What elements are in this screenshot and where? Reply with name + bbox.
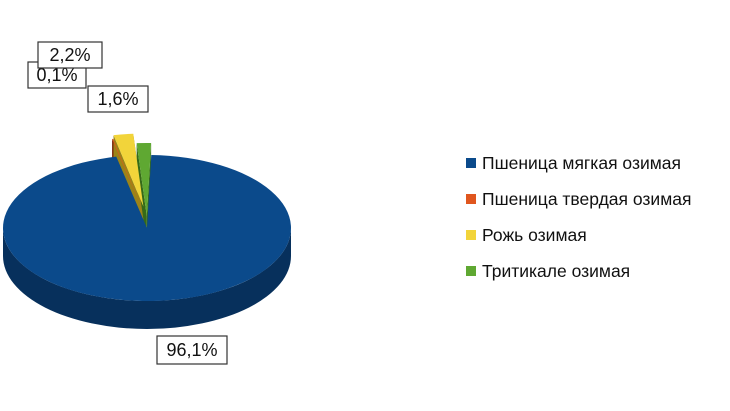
legend-label-triticale: Тритикале озимая: [482, 260, 631, 281]
legend-item-rye: Рожь озимая: [466, 217, 691, 253]
data-label-triticale: 1,6%: [97, 89, 138, 109]
data-label-rye: 2,2%: [49, 45, 90, 65]
legend-swatch-durum-wheat: [466, 194, 476, 204]
pie-slice-soft-wheat: [2, 155, 291, 302]
pie-cut-face-triticale-0: [136, 143, 147, 245]
chart-legend: Пшеница мягкая озимая Пшеница твердая оз…: [466, 145, 691, 289]
legend-label-durum-wheat: Пшеница твердая озимая: [482, 188, 692, 209]
legend-item-durum-wheat: Пшеница твердая озимая: [466, 181, 691, 217]
data-label-box-rye: [37, 41, 103, 69]
pie-slice-rye: [113, 133, 144, 207]
legend-swatch-rye: [466, 230, 476, 240]
legend-label-soft-wheat: Пшеница мягкая озимая: [482, 152, 681, 173]
legend-label-rye: Рожь озимая: [482, 224, 587, 245]
data-label-durum-wheat: 0,1%: [36, 65, 77, 85]
pie-side-soft-wheat: [3, 228, 291, 329]
legend-item-soft-wheat: Пшеница мягкая озимая: [466, 145, 691, 181]
legend-swatch-soft-wheat: [466, 158, 476, 168]
data-label-soft-wheat: 96,1%: [166, 340, 217, 360]
data-label-box-triticale: [87, 85, 149, 113]
data-label-box-soft-wheat: [156, 335, 228, 365]
legend-swatch-triticale: [466, 266, 476, 276]
pie-slice-triticale: [136, 143, 152, 217]
legend-item-triticale: Тритикале озимая: [466, 253, 691, 289]
pie-slice-durum-wheat: [112, 138, 143, 211]
